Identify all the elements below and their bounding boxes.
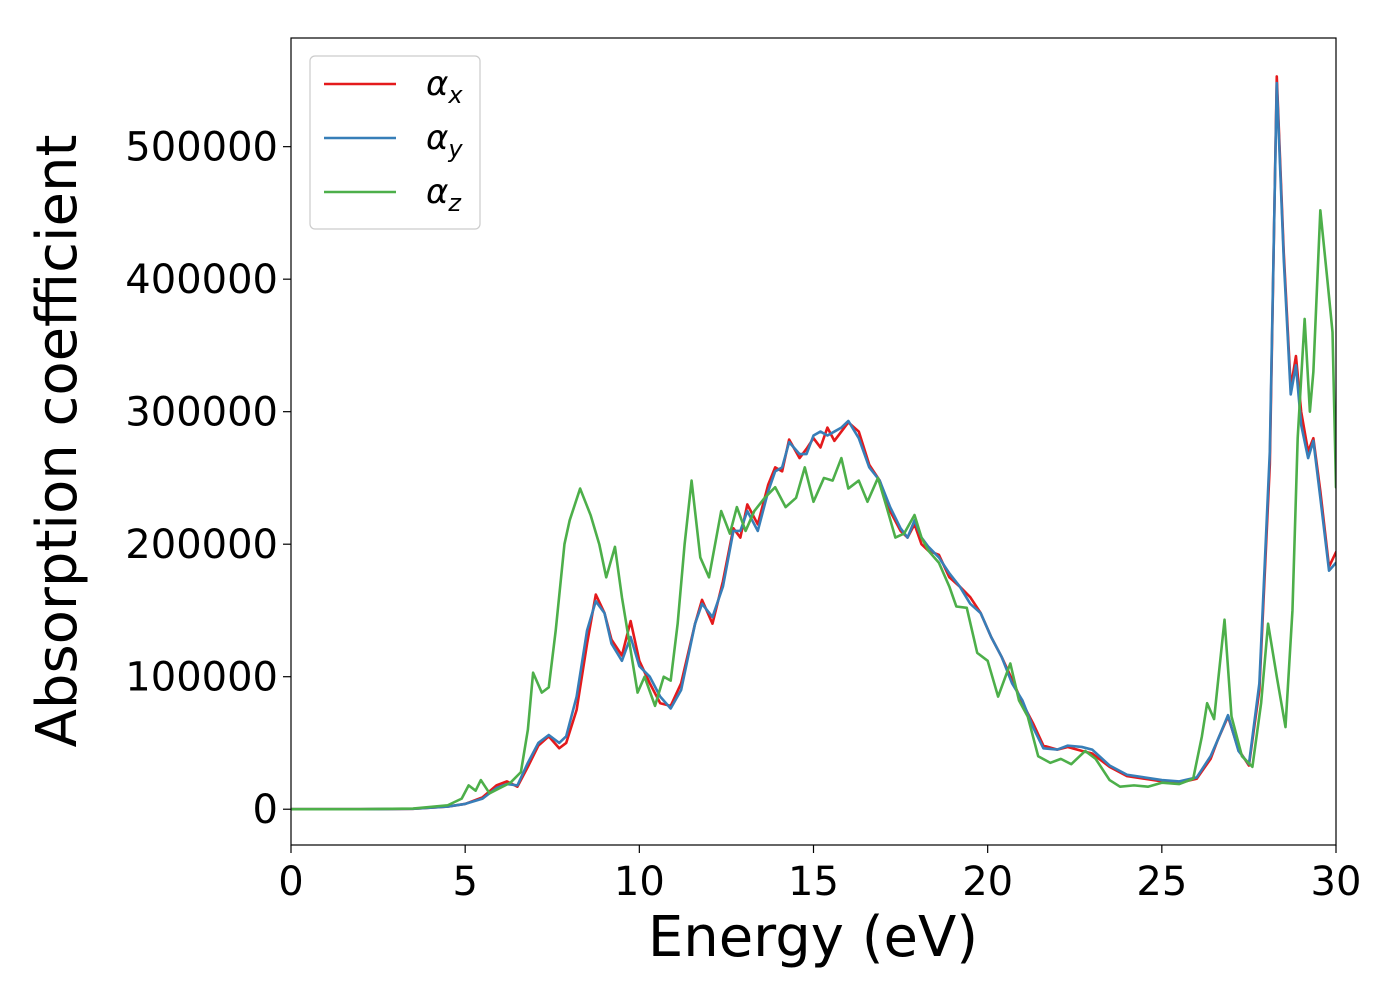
y-tick-label: 200000	[125, 522, 278, 568]
series-line-z	[291, 208, 1336, 811]
series-layer	[291, 75, 1336, 811]
y-tick-label: 0	[253, 787, 278, 833]
x-tick-label: 15	[788, 859, 839, 905]
legend-box	[309, 55, 481, 230]
y-tick-label: 500000	[125, 125, 278, 171]
y-axis-title: Absorption coefficient	[25, 135, 90, 748]
y-tick-label: 400000	[125, 257, 278, 303]
series-line-y	[291, 81, 1336, 811]
y-tick-label: 100000	[125, 655, 278, 701]
x-tick-label: 10	[614, 859, 665, 905]
y-axis-ticks: 0 100000 200000 300000 400000 500000	[125, 125, 291, 833]
x-tick-label: 30	[1311, 859, 1362, 905]
x-tick-label: 0	[278, 859, 303, 905]
x-axis-ticks: 0 5 10 15 20 25 30	[278, 845, 1361, 905]
x-tick-label: 25	[1136, 859, 1187, 905]
x-axis-title: Energy (eV)	[648, 905, 978, 970]
y-tick-label: 300000	[125, 390, 278, 436]
x-tick-label: 5	[452, 859, 477, 905]
x-tick-label: 20	[962, 859, 1013, 905]
